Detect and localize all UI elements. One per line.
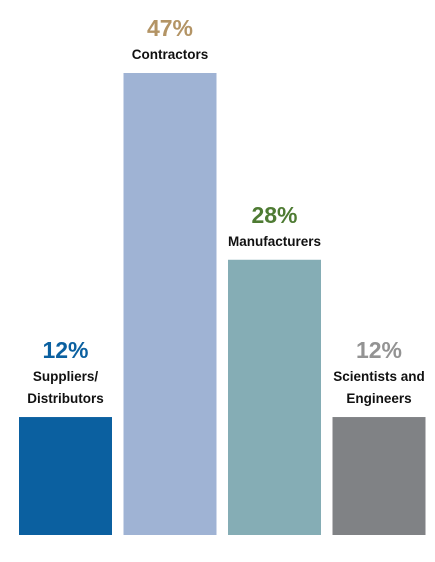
category-label-2-line-0: Manufacturers: [228, 234, 321, 249]
bar-1: [123, 73, 217, 535]
value-label-3: 12%: [356, 337, 402, 363]
bar-3: [332, 417, 426, 535]
category-label-0-line-0: Suppliers/: [33, 369, 99, 384]
bar-0: [19, 417, 112, 535]
value-label-2: 28%: [251, 202, 297, 228]
category-label-1-line-0: Contractors: [132, 47, 209, 62]
bar-2: [228, 259, 321, 535]
value-label-0: 12%: [42, 337, 88, 363]
value-label-1: 47%: [147, 15, 193, 41]
category-label-3-line-0: Scientists and: [333, 369, 425, 384]
category-label-0-line-1: Distributors: [27, 391, 104, 406]
category-label-3-line-1: Engineers: [346, 391, 411, 406]
